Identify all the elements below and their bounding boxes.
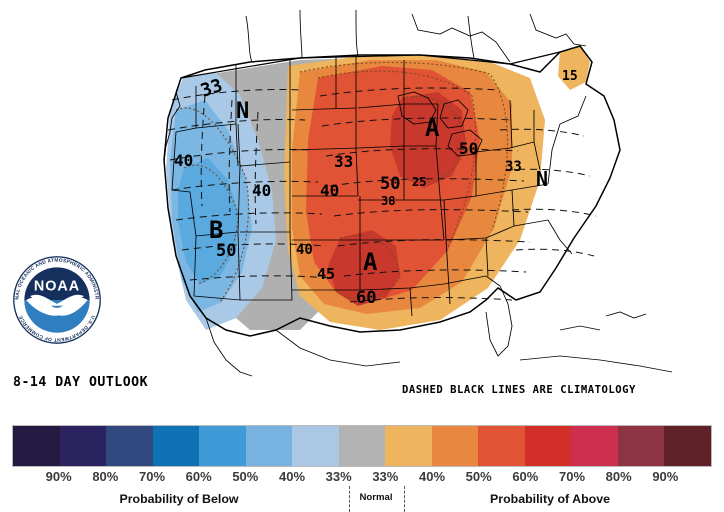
tick-label-10: 60%	[512, 469, 539, 484]
map-canvas: 33 N 40 40 B 50 33 40 40 45 A 50 50 38 2…	[163, 9, 673, 377]
color-swatch-5	[245, 426, 293, 466]
above-deep-north-region	[390, 92, 466, 188]
tick-label-8: 40%	[418, 469, 446, 484]
color-swatch-3	[152, 426, 200, 466]
svg-text:50: 50	[380, 174, 400, 194]
probability-contours	[175, 61, 508, 303]
svg-text:45: 45	[317, 265, 335, 283]
tick-label-1: 80%	[92, 469, 119, 484]
climatology-contours	[167, 87, 597, 303]
note-line-1: DASHED BLACK LINES ARE CLIMATOLOGY	[402, 384, 636, 397]
svg-text:40: 40	[174, 151, 193, 170]
color-swatch-10	[478, 426, 525, 466]
color-swatch-6	[292, 426, 339, 466]
normal-divider-left	[349, 486, 350, 512]
svg-text:50: 50	[216, 241, 236, 261]
color-swatch-12	[571, 426, 618, 466]
outlook-title-block: 8-14 DAY OUTLOOK TEMPERATURE PROBABILITY…	[13, 344, 249, 412]
svg-text:38: 38	[381, 194, 395, 208]
tick-label-4: 50%	[232, 469, 259, 484]
svg-text:33: 33	[505, 159, 522, 175]
boundaries-layer	[163, 9, 673, 377]
tick-label-11: 70%	[558, 469, 586, 484]
tick-label-2: 70%	[138, 469, 166, 484]
caption-normal: Normal	[359, 492, 393, 503]
tick-label-0: 90%	[45, 469, 72, 484]
title-line-outlook: 8-14 DAY OUTLOOK	[13, 375, 149, 391]
tick-label-6: 33%	[325, 469, 352, 484]
noaa-logo: NOAA NATIONAL OCEANIC AND ATMOSPHERIC AD…	[9, 252, 101, 344]
shading-layer	[166, 46, 590, 330]
color-bar-ticks: 90% 80% 70% 60% 50% 40% 33% 33% 40% 50% 60% 70% 80% 9…	[12, 469, 712, 487]
tick-label-3: 60%	[185, 469, 212, 484]
svg-text:60: 60	[356, 288, 376, 308]
svg-text:40: 40	[320, 181, 339, 200]
color-swatch-14	[664, 426, 711, 466]
color-swatch-0	[13, 426, 60, 466]
svg-text:15: 15	[562, 69, 578, 84]
below-deep-region	[178, 158, 238, 284]
probability-legend: 90% 80% 70% 60% 50% 40% 33% 33% 40% 50% 60% 70% 80% 9…	[0, 417, 724, 512]
svg-text:25: 25	[412, 175, 426, 189]
caption-below: Probability of Below	[119, 492, 239, 506]
color-swatch-4	[199, 426, 246, 466]
color-swatch-1	[59, 426, 107, 466]
color-swatch-9	[431, 426, 479, 466]
color-swatch-2	[106, 426, 153, 466]
color-swatch-7	[338, 426, 386, 466]
above-deep-south-region	[328, 230, 400, 306]
caption-above: Probability of Above	[489, 492, 611, 506]
tick-label-13: 90%	[652, 469, 679, 484]
tick-label-5: 40%	[278, 469, 306, 484]
noaa-wordmark: NOAA	[34, 278, 80, 294]
color-swatch-8	[385, 426, 432, 466]
svg-text:33: 33	[334, 152, 353, 171]
legend-captions: Probability of Below Normal Probability …	[12, 486, 712, 512]
svg-text:N: N	[536, 167, 548, 191]
color-bar	[12, 425, 712, 467]
map-labels: 33 N 40 40 B 50 33 40 40 45 A 50 50 38 2…	[174, 69, 578, 308]
tick-label-12: 80%	[605, 469, 632, 484]
tick-label-7: 33%	[372, 469, 399, 484]
outlook-map: 33 N 40 40 B 50 33 40 40 45 A 50 50 38 2…	[9, 9, 673, 412]
svg-text:B: B	[209, 216, 223, 244]
normal-divider-right	[404, 486, 405, 512]
svg-text:A: A	[363, 248, 378, 276]
maine-above-region	[558, 46, 590, 90]
color-swatch-13	[617, 426, 665, 466]
svg-text:N: N	[236, 99, 249, 124]
tick-label-9: 50%	[465, 469, 492, 484]
map-notes-block: DASHED BLACK LINES ARE CLIMATOLOGY (DEG …	[402, 362, 650, 412]
svg-text:A: A	[425, 114, 440, 142]
color-swatch-11	[524, 426, 572, 466]
us-outline	[163, 45, 621, 337]
svg-text:40: 40	[296, 242, 313, 258]
svg-text:50: 50	[459, 139, 478, 158]
svg-text:40: 40	[252, 181, 271, 200]
